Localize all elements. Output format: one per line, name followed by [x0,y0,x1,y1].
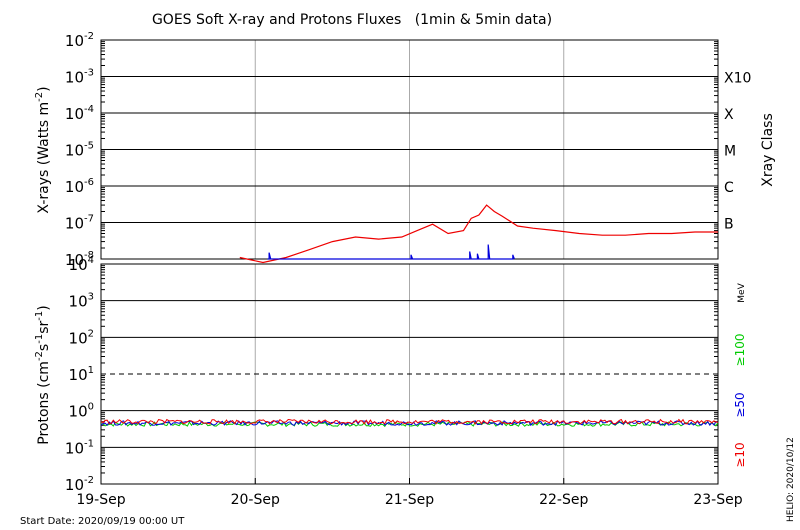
y-tick-label: 10-2 [65,31,94,50]
y-tick-label: 101 [69,365,94,384]
xray-class-label: M [724,144,736,160]
y-tick-label: 10-5 [65,141,94,160]
xray-series-short [267,244,515,260]
x-tick-label: 20-Sep [231,492,280,508]
xray-series-long [239,204,718,264]
energy-label: ≥50 [733,392,747,417]
energy-unit-label: MeV [737,282,747,302]
xray-class-label: X10 [724,71,751,87]
xray-class-axis-title: Xray Class [760,113,776,187]
xray-class-label: C [724,180,734,196]
energy-label: ≥100 [733,334,747,367]
y-tick-label: 10-4 [65,104,94,123]
y-tick-label: 10-2 [65,475,94,494]
y-tick-label: 10-6 [65,177,94,196]
energy-label: ≥10 [733,442,747,467]
y-tick-label: 10-3 [65,68,94,87]
proton-panel: 10-2 10-1 100 101 102 103 104 ≥100 ≥50 ≥10 MeV Prot… [34,255,747,494]
y-tick-label: 10-7 [65,214,94,233]
x-tick-labels: 19-Sep 20-Sep 21-Sep 22-Sep 23-Sep [76,478,743,508]
y-tick-label: 10-1 [65,438,94,457]
x-tick-label: 19-Sep [76,492,125,508]
x-tick-label: 23-Sep [693,492,742,508]
xray-class-label: B [724,217,734,233]
xray-class-label: X [724,107,734,123]
proton-y-axis-title: Protons (cm-2s-1sr-1) [34,305,52,444]
y-tick-label: 10-8 [65,250,94,269]
chart-title: GOES Soft X-ray and Protons Fluxes (1min… [152,12,552,28]
xray-y-axis-title: X-rays (Watts m-2) [34,86,52,213]
start-date-label: Start Date: 2020/09/19 00:00 UT [20,516,185,527]
x-tick-label: 21-Sep [385,492,434,508]
y-tick-label: 100 [69,402,94,421]
y-tick-label: 104 [69,255,94,274]
xray-panel: 10-8 10-7 10-6 10-5 10-4 10-3 10-2 B C M X X10 Xray … [34,31,776,269]
y-tick-label: 103 [69,292,94,311]
y-tick-label: 102 [69,328,94,347]
proton-series-p10 [100,418,719,425]
x-tick-label: 22-Sep [539,492,588,508]
helio-credit: HELIO: 2020/10/12 [786,437,796,522]
